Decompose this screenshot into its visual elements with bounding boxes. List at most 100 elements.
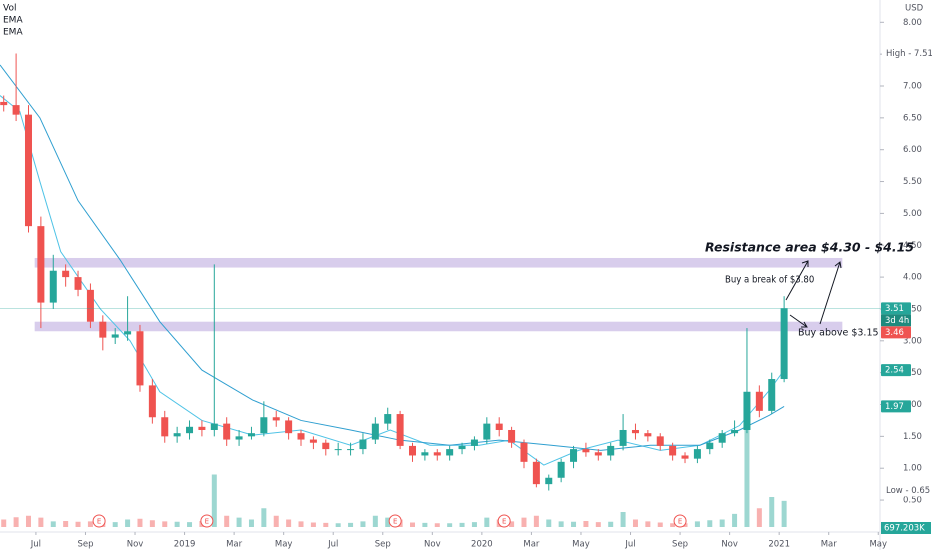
resistance-zone xyxy=(34,321,843,332)
volume-bar xyxy=(744,414,750,527)
price-tag-label: Low - 0.65 xyxy=(886,486,930,496)
arrow xyxy=(789,314,808,328)
price-tag xyxy=(881,400,911,413)
volume-bar xyxy=(521,517,527,527)
candle-body xyxy=(582,449,590,453)
volume-bar xyxy=(571,521,577,527)
x-tick-label: Nov xyxy=(424,540,441,550)
price-tag-label: 2.54 xyxy=(885,366,904,376)
x-tick-label: Mar xyxy=(226,540,243,550)
volume-bar xyxy=(595,522,601,527)
volume-bar xyxy=(484,517,490,527)
price-tag-label: High - 7.51 xyxy=(886,49,932,59)
candle-body xyxy=(210,423,218,430)
candle-body xyxy=(409,445,416,456)
volume-bar xyxy=(224,515,230,527)
candle-body xyxy=(669,445,677,456)
volume-bar xyxy=(657,522,663,527)
earnings-marker xyxy=(200,514,214,528)
candle-body xyxy=(347,449,355,451)
candle-body xyxy=(124,331,132,335)
candle-body xyxy=(247,433,255,437)
volume-bar xyxy=(385,517,391,527)
candle-body xyxy=(483,423,491,440)
x-tick-label: Nov xyxy=(721,540,738,550)
candle-body xyxy=(285,420,293,434)
volume-bar xyxy=(174,521,180,527)
volume-bar xyxy=(335,523,341,527)
candle-body xyxy=(260,417,268,434)
earnings-label: E xyxy=(205,518,209,526)
volume-bar xyxy=(719,519,725,527)
candle-body xyxy=(396,414,404,446)
volume-bar xyxy=(533,515,539,527)
candle-body xyxy=(0,101,8,106)
candle-body xyxy=(235,436,243,440)
candle-body xyxy=(309,439,317,443)
arrow xyxy=(819,261,842,325)
x-tick-label: Sep xyxy=(77,540,93,550)
x-tick-label: 2019 xyxy=(174,540,196,550)
candle-body xyxy=(272,417,280,421)
candle-body xyxy=(594,452,602,456)
annotation: Buy a break of $3.80 xyxy=(725,275,814,286)
candle-body xyxy=(86,289,94,322)
candle-body xyxy=(433,452,441,456)
volume-bar xyxy=(434,523,440,527)
y-tick-label: 3.50 xyxy=(903,304,922,314)
x-tick-label: Mar xyxy=(821,540,838,550)
resistance-zone xyxy=(34,257,843,268)
volume-bar xyxy=(769,497,775,527)
volume-bar xyxy=(608,521,614,527)
arrows xyxy=(785,260,842,328)
y-tick-label: 2.50 xyxy=(903,368,922,378)
plot-area: 0.50 1.00 1.50 2.00 2.50 3.00 3.50 4.00 4.50 5.00… xyxy=(0,18,922,550)
x-tick-label: May xyxy=(869,540,887,550)
y-tick-label: 7.00 xyxy=(903,81,922,91)
candle-body xyxy=(24,114,32,227)
price-tag xyxy=(881,364,911,377)
x-tick-label: May xyxy=(572,540,590,550)
legend-ema: EMA xyxy=(3,16,23,26)
candle-body xyxy=(495,423,503,430)
y-tick-label: 6.00 xyxy=(903,145,922,155)
currency: USD xyxy=(905,4,924,14)
price-tag-label: 1.97 xyxy=(885,402,904,412)
candle-body xyxy=(371,423,379,440)
candle-body xyxy=(768,379,776,411)
volume-bar xyxy=(211,474,217,527)
y-tick-label: 6.50 xyxy=(903,113,922,123)
earnings-label: E xyxy=(393,518,397,526)
candle-body xyxy=(99,321,107,338)
arrow xyxy=(785,260,809,301)
volume-bar xyxy=(310,522,316,527)
candle-body xyxy=(359,439,367,450)
volume-bar xyxy=(348,522,354,527)
earnings-label: E xyxy=(97,518,101,526)
y-tick-label: 1.50 xyxy=(903,432,922,442)
volume-bar xyxy=(546,519,552,527)
candle-body xyxy=(607,445,615,456)
volume-tag-label: 697.203K xyxy=(884,524,925,534)
candle-body xyxy=(755,391,763,411)
x-tick-label: Jul xyxy=(30,540,41,550)
volume-bar xyxy=(781,500,787,527)
volume-bar xyxy=(447,523,453,527)
volume-bar xyxy=(694,521,700,527)
volume-bar xyxy=(162,521,168,527)
candle-body xyxy=(111,334,119,338)
volume-bar xyxy=(236,517,242,527)
y-tick-label: 5.50 xyxy=(903,177,922,187)
volume-bar xyxy=(187,522,193,527)
candle-body xyxy=(731,429,739,434)
earnings-label: E xyxy=(678,518,682,526)
volume-bar xyxy=(459,522,465,527)
candle-body xyxy=(12,105,20,115)
candle-body xyxy=(706,442,714,450)
candle-body xyxy=(743,391,751,430)
x-tick-label: 2021 xyxy=(768,540,790,550)
price-tag xyxy=(881,326,911,339)
candle-body xyxy=(384,414,392,424)
volume-bar xyxy=(261,508,267,527)
earnings-marker xyxy=(92,514,106,528)
